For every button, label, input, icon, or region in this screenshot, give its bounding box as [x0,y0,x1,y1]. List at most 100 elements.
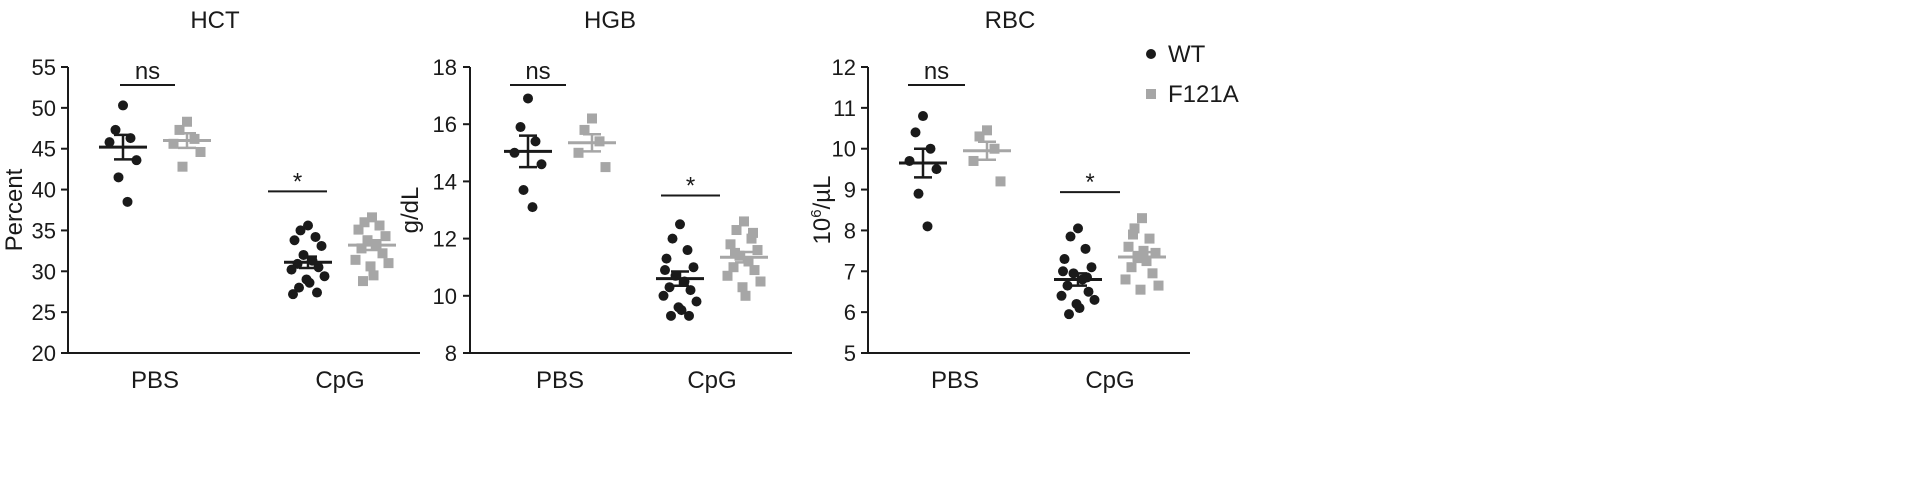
data-point-f121a [1129,223,1140,234]
data-point-f121a [383,258,394,269]
panel-hct: HCT 20 25 30 35 40 45 50 55 Percent PBS CpG ns * [1,7,420,394]
data-point-wt [1056,290,1067,301]
data-point-wt [286,264,297,275]
data-point-f121a [1120,274,1131,285]
data-point-f121a [177,161,188,172]
data-point-f121a [368,270,379,281]
y-tick-label: 5 [844,341,856,366]
data-point-f121a [579,124,590,135]
data-point-wt [676,305,687,316]
chart-title: HGB [584,7,636,34]
x-category-label: PBS [131,367,179,394]
y-axis-label: Percent [1,168,28,251]
y-axis-label: g/dL [397,187,424,234]
data-point-f121a [356,243,367,254]
data-point-wt [527,202,538,213]
data-point-wt [918,111,928,122]
data-point-f121a [989,143,1000,154]
data-point-f121a [168,138,179,149]
data-point-f121a [755,276,766,287]
data-point-f121a [740,290,751,301]
data-point-wt [118,100,128,111]
data-point-f121a [587,113,597,124]
data-point-wt [289,235,300,246]
legend: WT F121A [1146,41,1239,108]
significance-label: ns [525,58,550,85]
data-point-wt [1073,223,1083,234]
data-point-wt [688,262,699,273]
data-point-wt [691,296,702,307]
y-tick-label: 16 [433,112,457,137]
data-point-f121a [1137,213,1147,224]
data-point-wt [675,219,685,230]
significance-label: * [293,168,302,195]
data-point-wt [658,290,669,301]
data-point-wt [122,196,133,207]
significance-label: ns [924,58,949,85]
data-point-wt [518,184,529,195]
data-point-wt [1059,254,1070,265]
chart-title: HCT [190,7,240,34]
y-tick-label: 10 [832,137,856,162]
y-tick-label: 50 [32,96,56,121]
data-point-f121a [739,216,749,227]
data-point-f121a [995,176,1006,187]
data-point-f121a [737,282,748,293]
legend-marker-wt [1146,49,1156,59]
y-tick-label: 7 [844,259,856,284]
data-point-wt [666,310,676,321]
data-point-wt [110,124,121,135]
data-point-wt [536,159,547,170]
x-category-label: CpG [315,367,364,394]
data-point-wt [319,271,330,282]
data-point-wt [104,137,115,148]
y-tick-label: 18 [433,55,457,80]
data-point-f121a [1126,262,1137,273]
y-tick-label: 6 [844,300,856,325]
data-point-f121a [722,270,733,281]
data-point-f121a [377,248,388,259]
y-tick-label: 10 [433,284,457,309]
data-point-f121a [752,245,763,256]
y-tick-label: 12 [433,227,457,252]
data-point-f121a [982,125,992,136]
x-category-label: CpG [687,367,736,394]
data-point-wt [288,289,298,300]
x-category-label: CpG [1085,367,1134,394]
data-point-wt [1062,280,1073,291]
y-tick-label: 20 [32,341,56,366]
x-category-label: PBS [931,367,979,394]
data-point-wt [1065,231,1076,242]
data-point-f121a [600,162,611,173]
data-point-f121a [359,217,370,228]
data-point-wt [295,225,306,236]
data-point-f121a [350,254,361,265]
significance-label: * [1085,169,1094,196]
data-point-f121a [182,116,192,127]
data-point-f121a [358,276,368,287]
panel-hgb: HGB 8 10 12 14 16 18 g/dL PBS CpG ns * [397,7,792,394]
data-point-f121a [374,220,385,231]
data-point-wt [312,287,322,298]
significance-label: ns [135,58,160,85]
data-point-wt [931,164,942,175]
data-point-wt [660,265,670,276]
legend-marker-f121a [1146,89,1156,99]
data-point-wt [313,262,324,273]
data-point-wt [1080,243,1091,254]
data-point-wt [530,136,541,147]
data-point-f121a [367,212,377,223]
x-category-label: PBS [536,367,584,394]
y-tick-label: 30 [32,259,56,284]
significance-label: * [686,172,695,199]
data-point-wt [1064,309,1074,320]
data-point-f121a [725,239,736,250]
y-tick-label: 14 [433,169,457,194]
data-point-wt [303,220,313,231]
data-point-wt [316,240,327,251]
data-point-wt [1083,286,1094,297]
data-point-f121a [746,233,757,244]
data-point-wt [682,245,693,256]
data-point-f121a [1144,233,1155,244]
data-point-f121a [573,147,584,158]
